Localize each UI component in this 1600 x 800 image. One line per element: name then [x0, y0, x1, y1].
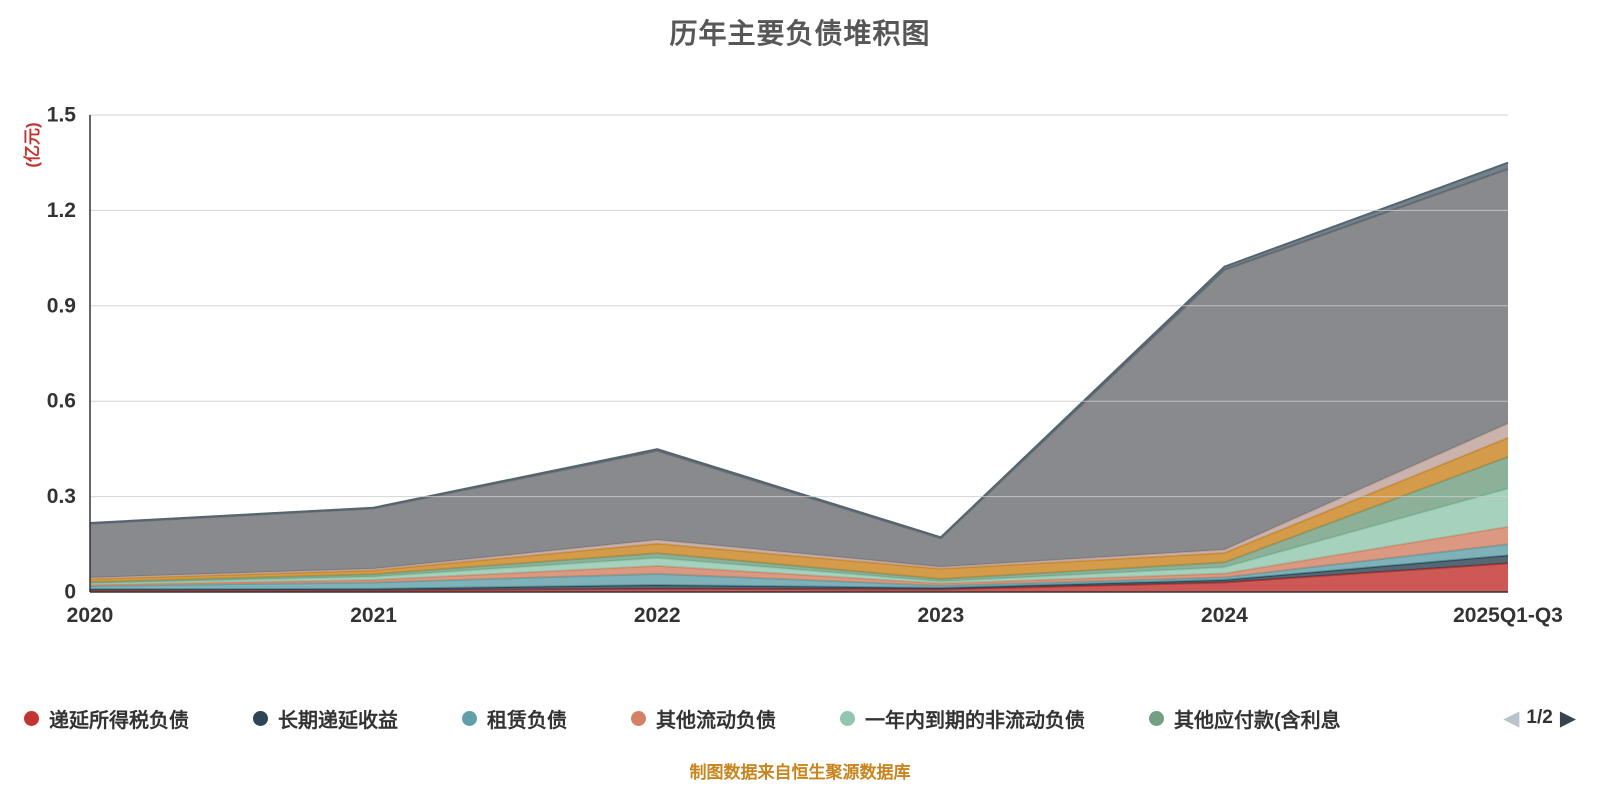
legend-marker-icon	[462, 710, 477, 726]
legend-prev-icon[interactable]: ◀	[1503, 706, 1520, 730]
legend-marker-icon	[631, 710, 646, 726]
legend-label: 租赁负债	[487, 709, 567, 732]
legend-marker-icon	[1149, 710, 1164, 726]
legend-item-1[interactable]: 长期递延收益	[253, 704, 398, 733]
svg-text:2025Q1-Q3: 2025Q1-Q3	[1453, 604, 1563, 627]
legend-marker-icon	[840, 710, 855, 726]
legend-label: 其他应付款(含利息	[1174, 709, 1341, 732]
svg-text:1.2: 1.2	[47, 199, 76, 222]
legend-item-5[interactable]: 其他应付款(含利息	[1149, 704, 1341, 733]
legend-marker-icon	[253, 710, 268, 726]
svg-text:(亿元): (亿元)	[22, 122, 42, 167]
data-source-note: 制图数据来自恒生聚源数据库	[689, 763, 911, 782]
legend-label: 长期递延收益	[278, 709, 398, 732]
legend-items: 递延所得税负债 长期递延收益 租赁负债 其他流动负债 一年内到期的非流动负债 其他应付款(…	[24, 704, 1341, 733]
svg-text:2021: 2021	[350, 604, 397, 627]
legend-item-0[interactable]: 递延所得税负债	[24, 704, 189, 733]
svg-text:2022: 2022	[634, 604, 681, 627]
legend-pager-text: 1/2	[1526, 707, 1553, 728]
legend-label: 其他流动负债	[656, 709, 776, 732]
legend-item-2[interactable]: 租赁负债	[462, 704, 567, 733]
legend-item-4[interactable]: 一年内到期的非流动负债	[840, 704, 1085, 733]
legend-bar: 递延所得税负债 长期递延收益 租赁负债 其他流动负债 一年内到期的非流动负债 其他应付款(…	[24, 700, 1576, 736]
svg-text:0.3: 0.3	[47, 485, 76, 508]
svg-text:2024: 2024	[1201, 604, 1248, 627]
svg-text:0.9: 0.9	[47, 294, 76, 317]
legend-next-icon[interactable]: ▶	[1559, 706, 1576, 730]
svg-text:2020: 2020	[67, 604, 114, 627]
svg-text:0: 0	[64, 581, 76, 604]
legend-pager: ◀ 1/2 ▶	[1503, 707, 1576, 729]
legend-marker-icon	[24, 710, 39, 726]
legend-item-3[interactable]: 其他流动负债	[631, 704, 776, 733]
svg-text:2023: 2023	[917, 604, 964, 627]
chart-title: 历年主要负债堆积图	[669, 18, 931, 49]
svg-text:0.6: 0.6	[47, 390, 76, 413]
legend-label: 一年内到期的非流动负债	[865, 709, 1085, 732]
stacked-area-chart: 0 0.3 0.6 0.9 1.2 1.5 2020 2021 2022 2023 2024 2025…	[22, 104, 1563, 627]
svg-text:1.5: 1.5	[47, 104, 77, 127]
legend-label: 递延所得税负债	[49, 709, 189, 732]
